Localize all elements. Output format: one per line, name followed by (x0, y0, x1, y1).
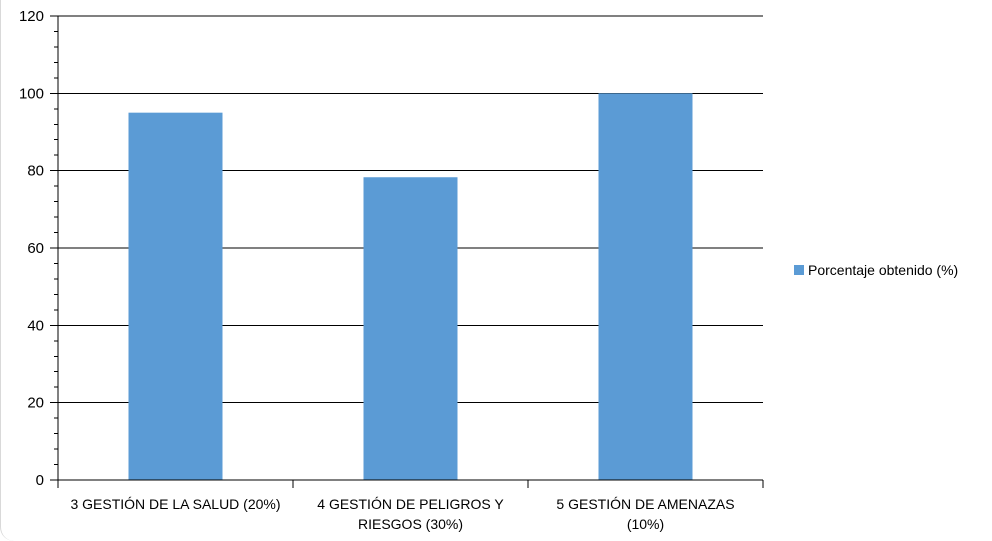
x-category-label: 3 GESTIÓN DE LA SALUD (20%) (70, 496, 280, 512)
y-tick-label: 0 (36, 472, 44, 489)
bar (598, 93, 693, 480)
y-tick-label: 100 (19, 85, 44, 102)
legend-label: Porcentaje obtenido (%) (808, 262, 958, 278)
x-category-label-line: 3 GESTIÓN DE LA SALUD (20%) (70, 496, 280, 512)
x-category-label-line: 5 GESTIÓN DE AMENAZAS (556, 496, 734, 512)
x-category-labels: 3 GESTIÓN DE LA SALUD (20%) 4 GESTIÓN DE … (70, 496, 734, 532)
x-category-label-line: (10%) (627, 516, 664, 532)
x-category-label: 5 GESTIÓN DE AMENAZAS (10%) (556, 496, 734, 532)
bars (128, 93, 693, 481)
y-tick-label: 120 (19, 8, 44, 25)
y-tick-label: 40 (27, 317, 44, 334)
y-tick-label: 20 (27, 395, 44, 412)
y-tick-label: 60 (27, 240, 44, 257)
legend: Porcentaje obtenido (%) (794, 262, 958, 278)
x-category-label-line: 4 GESTIÓN DE PELIGROS Y (317, 496, 504, 512)
y-tick-label: 80 (27, 163, 44, 180)
legend-swatch (794, 265, 804, 275)
axes (50, 15, 764, 488)
bar (128, 112, 223, 481)
x-category-label-line: RIESGOS (30%) (358, 516, 463, 532)
y-tick-labels: 0 20 40 60 80 100 120 (19, 8, 44, 489)
x-category-label: 4 GESTIÓN DE PELIGROS Y RIESGOS (30%) (317, 496, 504, 532)
bar (363, 177, 458, 481)
